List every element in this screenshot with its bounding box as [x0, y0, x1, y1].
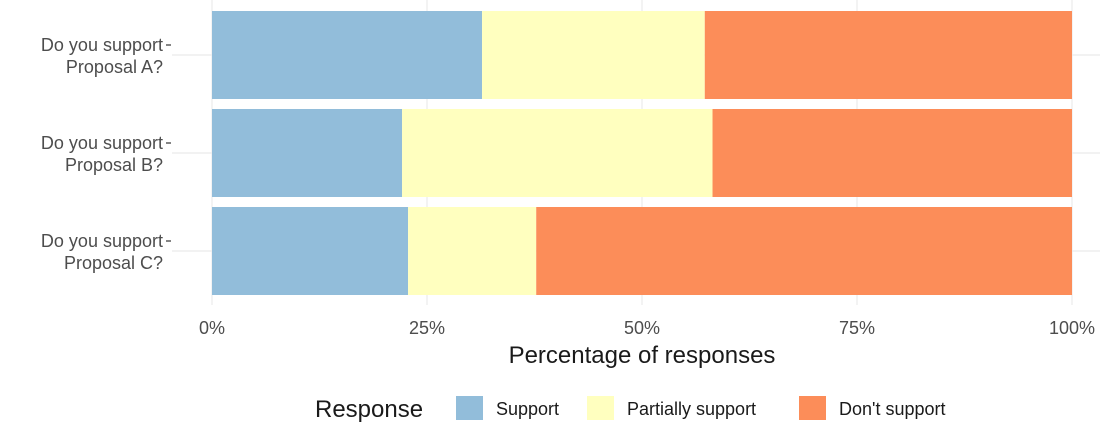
legend-label-don-t-support: Don't support [839, 399, 946, 419]
legend-label-support: Support [496, 399, 559, 419]
x-axis-title: Percentage of responses [509, 342, 776, 369]
bar-2-support [212, 109, 403, 197]
bar-2-partially-support [402, 109, 713, 197]
x-tick-label-0: 0% [199, 318, 225, 338]
category-label-1-line-2: Proposal A? [66, 57, 163, 77]
x-tick-label-2: 50% [624, 318, 660, 338]
bar-3-partially-support [408, 207, 537, 295]
x-tick-label-1: 25% [409, 318, 445, 338]
bar-1-partially-support [482, 11, 705, 99]
legend-title: Response [315, 396, 423, 423]
legend: Response Support Partially support Don't s… [315, 396, 946, 423]
category-label-3-line-2: Proposal C? [64, 253, 163, 273]
category-label-2-line-2: Proposal B? [65, 155, 163, 175]
x-axis-ticks: 0% 25% 50% 75% 100% [199, 318, 1095, 338]
bar-1-support [212, 11, 483, 99]
bar-3-support [212, 207, 409, 295]
category-label-2-line-1: Do you support [41, 133, 163, 153]
bar-1-don-t-support [704, 11, 1072, 99]
category-label-1-line-1: Do you support [41, 35, 163, 55]
legend-label-partially-support: Partially support [627, 399, 756, 419]
x-tick-label-3: 75% [839, 318, 875, 338]
legend-swatch-support [456, 396, 483, 420]
bar-2-don-t-support [712, 109, 1072, 197]
bars [212, 11, 1072, 295]
x-tick-label-4: 100% [1049, 318, 1095, 338]
legend-swatch-don-t-support [799, 396, 826, 420]
legend-swatch-partially-support [587, 396, 614, 420]
category-label-3-line-1: Do you support [41, 231, 163, 251]
bar-3-don-t-support [536, 207, 1072, 295]
